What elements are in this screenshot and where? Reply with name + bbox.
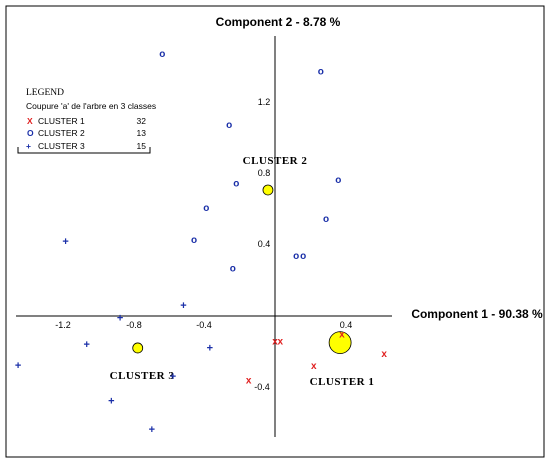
legend-label-cluster-2: CLUSTER 2 [38,128,85,138]
x-tick-label: -1.2 [55,320,71,330]
cluster-label-3: CLUSTER 3 [110,370,175,382]
x-tick-label: -0.8 [126,320,142,330]
data-point-cluster-2: o [293,251,299,262]
legend-subtitle: Coupure 'a' de l'arbre en 3 classes [26,101,156,111]
data-point-cluster-3: + [108,396,114,408]
centroid-layer [132,184,352,355]
legend-count-cluster-3: 15 [137,141,147,151]
x-axis-title: Component 1 - 90.38 % [411,307,543,321]
legend-bracket [17,147,151,154]
data-point-cluster-3: + [83,339,89,351]
data-point-cluster-3: + [149,424,155,436]
data-point-cluster-2: o [226,120,232,131]
data-point-cluster-3: + [62,236,68,248]
y-tick-label: -0.4 [254,382,270,392]
data-point-cluster-2: o [191,235,197,246]
y-tick-label: 0.8 [258,168,271,178]
legend-label-cluster-1: CLUSTER 1 [38,116,85,126]
legend-symbol-plus: + [26,141,31,151]
centroid-2 [262,184,274,196]
legend-count-cluster-2: 13 [137,128,147,138]
x-tick-label: -0.4 [196,320,212,330]
data-point-cluster-2: o [323,214,329,225]
y-axis-title: Component 2 - 8.78 % [216,15,341,29]
cluster-label-2: CLUSTER 2 [243,155,308,167]
data-point-cluster-2: o [159,49,165,60]
data-point-cluster-1: x [277,336,283,347]
data-point-cluster-1: x [246,375,252,386]
data-point-cluster-2: o [203,203,209,214]
data-point-cluster-2: o [318,67,324,78]
centroid-3 [132,342,144,354]
centroid-1 [328,331,352,355]
data-point-cluster-3: + [170,371,176,383]
y-tick-label: 0.4 [258,239,271,249]
data-point-cluster-1: x [311,361,317,372]
data-point-cluster-1: x [339,329,345,340]
data-point-cluster-3: + [207,342,213,354]
data-point-cluster-3: + [117,312,123,324]
data-point-cluster-2: o [233,178,239,189]
legend-symbol-o: O [27,128,34,138]
data-point-cluster-1: x [272,336,278,347]
data-point-cluster-2: o [230,264,236,275]
data-point-cluster-3: + [15,360,21,372]
y-tick-label: 1.2 [258,97,271,107]
legend-label-cluster-3: CLUSTER 3 [38,141,85,151]
data-point-cluster-2: o [335,175,341,186]
cluster-label-1: CLUSTER 1 [310,376,375,388]
legend-count-cluster-1: 32 [137,116,147,126]
x-tick-label: 0.4 [340,320,353,330]
legend-symbol-x: X [27,116,33,126]
data-point-cluster-2: o [300,251,306,262]
legend-title: LEGEND [26,88,64,98]
data-point-cluster-1: x [381,349,387,360]
data-point-cluster-3: + [180,300,186,312]
legend: LEGEND Coupure 'a' de l'arbre en 3 class… [17,88,156,154]
